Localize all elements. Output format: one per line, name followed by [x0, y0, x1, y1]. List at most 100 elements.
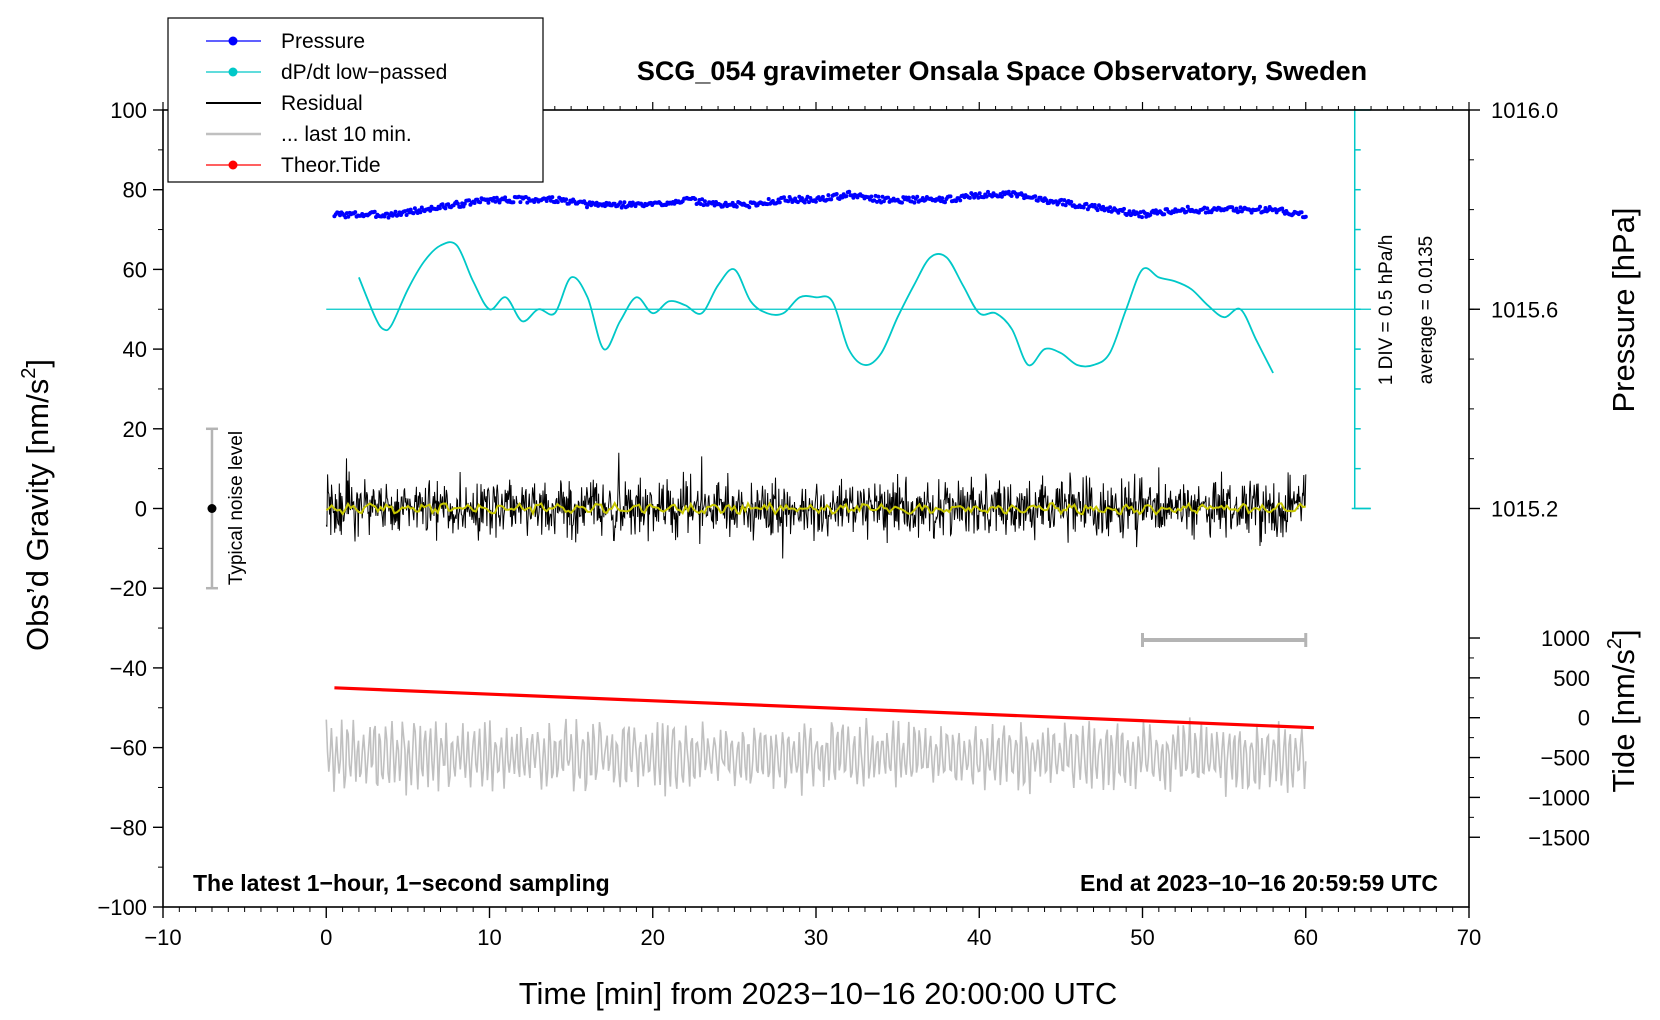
- x-tick-label: −10: [144, 925, 181, 950]
- pressure-point: [346, 214, 351, 219]
- pressure-point: [912, 200, 917, 205]
- x-tick-label: 60: [1294, 925, 1318, 950]
- pressure-point: [967, 195, 972, 200]
- pressure-point: [782, 195, 786, 200]
- x-axis-label: Time [min] from 2023−10−16 20:00:00 UTC: [519, 976, 1118, 1011]
- pressure-point: [1035, 198, 1040, 203]
- pressure-point: [915, 194, 920, 199]
- x-tick-label: 10: [477, 925, 501, 950]
- tide-tick-label: −500: [1540, 746, 1590, 771]
- pressure-point: [408, 207, 413, 212]
- y-tick-label: −100: [97, 895, 147, 920]
- pressure-point: [730, 200, 735, 205]
- y-tick-label: −60: [110, 736, 147, 761]
- y-tick-label: −20: [110, 576, 147, 601]
- series-dpdt-low-passed: [358, 241, 1274, 374]
- tide-axis-label-main: Tide [nm/s: [1606, 649, 1641, 793]
- pressure-point: [411, 211, 416, 216]
- pressure-point: [876, 194, 881, 199]
- pressure-point: [1101, 204, 1106, 209]
- pressure-point: [693, 197, 698, 202]
- pressure-point: [972, 195, 977, 200]
- pressure-point: [467, 198, 471, 203]
- noise-bar-center: [207, 504, 217, 513]
- pressure-tick-label: 1016.0: [1491, 98, 1558, 123]
- pressure-point: [1258, 204, 1262, 209]
- note-right: End at 2023−10−16 20:59:59 UTC: [1080, 870, 1438, 896]
- tide-axis-label: Tide [nm/s2]: [1604, 629, 1641, 792]
- pressure-point: [532, 200, 537, 204]
- pressure-point: [886, 195, 891, 200]
- pressure-point: [1009, 194, 1014, 198]
- pressure-point: [1122, 206, 1126, 211]
- pressure-point: [525, 200, 530, 205]
- pressure-point: [977, 191, 982, 196]
- pressure-point: [834, 192, 839, 196]
- pressure-point: [869, 194, 874, 199]
- pressure-point: [723, 200, 728, 205]
- pressure-point: [462, 201, 467, 206]
- pressure-point: [795, 200, 800, 205]
- pressure-point: [550, 195, 555, 200]
- legend-label: Theor.Tide: [281, 154, 381, 177]
- pressure-point: [826, 193, 831, 198]
- pressure-point: [702, 199, 707, 204]
- chart-title: SCG_054 gravimeter Onsala Space Observat…: [637, 56, 1367, 86]
- pressure-point: [455, 201, 460, 206]
- pressure-point: [1303, 214, 1308, 219]
- pressure-point: [766, 197, 771, 201]
- pressure-point: [1299, 210, 1304, 215]
- series-pressure: [332, 189, 1308, 220]
- y-tick-label: 0: [135, 497, 147, 522]
- pressure-point: [1185, 204, 1190, 209]
- tide-tick-label: 500: [1553, 666, 1590, 691]
- pressure-point: [412, 206, 417, 211]
- y-tick-label: 80: [123, 178, 147, 203]
- pressure-point: [847, 189, 852, 194]
- y-axis-label: Obs’d Gravity [nm/s2]: [18, 359, 55, 651]
- x-tick-label: 20: [641, 925, 665, 950]
- pressure-point: [1280, 206, 1285, 211]
- pressure-point: [443, 206, 448, 211]
- legend: Pressure dP/dt low−passed Residual ... last…: [167, 17, 544, 183]
- y-tick-label: 60: [123, 257, 147, 282]
- tide-tick-label: −1500: [1528, 825, 1590, 850]
- legend-label: Pressure: [281, 30, 365, 53]
- pressure-point: [1092, 203, 1097, 207]
- pressure-point: [906, 195, 911, 200]
- pressure-point: [393, 209, 398, 214]
- dpdt-scale-label: 1 DIV = 0.5 hPa/h: [1376, 235, 1397, 386]
- series-last-10-min: [325, 717, 1307, 797]
- pressure-point: [820, 194, 825, 199]
- pressure-point: [1127, 209, 1132, 214]
- pressure-point: [1044, 198, 1049, 203]
- pressure-point: [1084, 201, 1089, 206]
- y-axis-label-close: ]: [20, 359, 55, 368]
- pressure-point: [511, 200, 516, 205]
- pressure-point: [1140, 215, 1144, 220]
- pressure-point: [900, 200, 904, 205]
- series-theor-tide: [334, 686, 1314, 730]
- pressure-point: [813, 199, 818, 204]
- pressure-point: [566, 201, 571, 206]
- tide-tick-label: 0: [1578, 706, 1590, 731]
- pressure-point: [1081, 205, 1086, 210]
- pressure-point: [1249, 210, 1254, 215]
- legend-marker: [228, 67, 238, 77]
- pressure-point: [622, 200, 627, 205]
- legend-label: dP/dt low−passed: [281, 61, 447, 84]
- pressure-point: [503, 195, 508, 200]
- note-left: The latest 1−hour, 1−second sampling: [193, 870, 610, 896]
- pressure-point: [1262, 209, 1267, 214]
- pressure-point: [437, 206, 442, 211]
- tide-tick-label: −1000: [1528, 785, 1590, 810]
- pressure-point: [954, 199, 959, 204]
- pressure-point: [940, 196, 945, 201]
- pressure-point: [1062, 198, 1067, 203]
- pressure-point: [1238, 205, 1243, 210]
- pressure-point: [943, 200, 947, 205]
- pressure-point: [747, 205, 752, 210]
- x-tick-label: 30: [804, 925, 828, 950]
- pressure-point: [777, 200, 782, 205]
